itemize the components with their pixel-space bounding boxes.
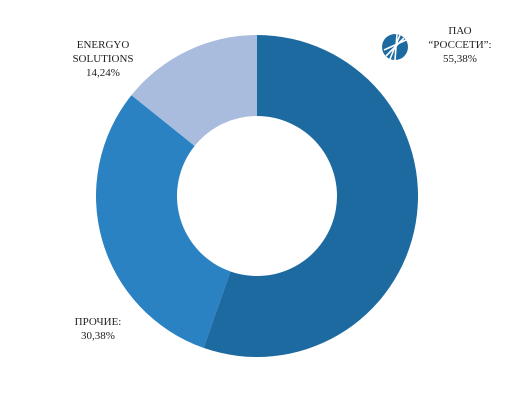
- donut-slice: [95, 95, 231, 348]
- value-label: 55,38%: [443, 53, 477, 65]
- donut-slice: [131, 35, 257, 146]
- category-label: ПРОЧИЕ:: [74, 316, 122, 328]
- label: ПАО “РОССЕТИ”: 55,38%: [420, 24, 500, 66]
- label: ПРОЧИЕ: 30,38%: [58, 315, 138, 343]
- category-label: ENERGYO SOLUTIONS: [72, 39, 134, 65]
- logo: [382, 33, 408, 61]
- donut-slice: [203, 35, 418, 357]
- value-label: 14,24%: [86, 67, 120, 79]
- category-label: ПАО “РОССЕТИ”:: [428, 25, 492, 51]
- label: ENERGYO SOLUTIONS 14,24%: [58, 38, 148, 80]
- value-label: 30,38%: [81, 330, 115, 342]
